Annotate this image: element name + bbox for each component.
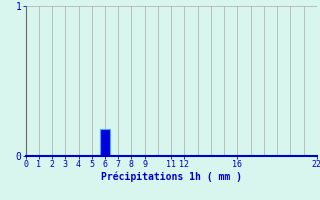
- X-axis label: Précipitations 1h ( mm ): Précipitations 1h ( mm ): [101, 172, 242, 182]
- Bar: [100, 129, 110, 156]
